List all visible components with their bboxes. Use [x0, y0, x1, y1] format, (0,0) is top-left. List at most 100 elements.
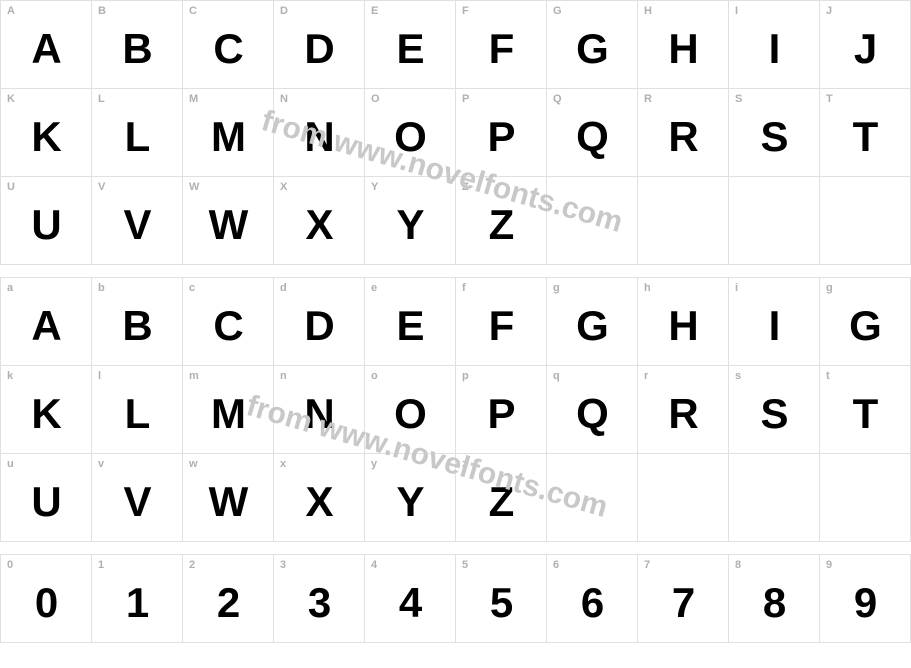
- glyph: T: [853, 116, 878, 158]
- key-label: g: [826, 282, 833, 294]
- key-label: 8: [735, 559, 741, 571]
- key-label: o: [371, 370, 378, 382]
- glyph: U: [31, 204, 60, 246]
- glyph-cell: dD: [274, 278, 365, 366]
- key-label: 5: [462, 559, 468, 571]
- key-label: m: [189, 370, 199, 382]
- glyph-cell: SS: [729, 89, 820, 177]
- glyph: W: [209, 481, 248, 523]
- glyph-cell: MM: [183, 89, 274, 177]
- glyph: J: [854, 28, 876, 70]
- glyph-cell: uU: [1, 454, 92, 542]
- glyph-cell: JJ: [820, 1, 911, 89]
- key-label: i: [735, 282, 738, 294]
- glyph-cell: YY: [365, 177, 456, 265]
- key-label: d: [280, 282, 287, 294]
- glyph-cell: XX: [274, 177, 365, 265]
- glyph: X: [305, 481, 332, 523]
- empty-cell: [638, 454, 729, 542]
- key-label: t: [826, 370, 830, 382]
- glyph: A: [31, 305, 60, 347]
- glyph-cell: cC: [183, 278, 274, 366]
- glyph-cell: zZ: [456, 454, 547, 542]
- key-label: C: [189, 5, 197, 17]
- glyph-cell: UU: [1, 177, 92, 265]
- glyph-cell: aA: [1, 278, 92, 366]
- glyph-cell: CC: [183, 1, 274, 89]
- key-label: q: [553, 370, 560, 382]
- glyph: L: [125, 393, 150, 435]
- glyph: K: [31, 393, 60, 435]
- glyph-cell: tT: [820, 366, 911, 454]
- glyph: 2: [217, 582, 239, 624]
- glyph-cell: BB: [92, 1, 183, 89]
- font-charmap: AABBCCDDEEFFGGHHIIJJKKLLMMNNOOPPQQRRSSTT…: [0, 0, 911, 643]
- key-label: U: [7, 181, 15, 193]
- key-label: u: [7, 458, 14, 470]
- key-label: 1: [98, 559, 104, 571]
- glyph-cell: OO: [365, 89, 456, 177]
- glyph-cell: 88: [729, 555, 820, 643]
- glyph: N: [304, 116, 333, 158]
- glyph-cell: 99: [820, 555, 911, 643]
- glyph: C: [213, 28, 242, 70]
- key-label: I: [735, 5, 738, 17]
- glyph: P: [487, 393, 514, 435]
- key-label: g: [553, 282, 560, 294]
- glyph: I: [769, 28, 780, 70]
- key-label: H: [644, 5, 652, 17]
- key-label: k: [7, 370, 13, 382]
- glyph-cell: ZZ: [456, 177, 547, 265]
- glyph: S: [760, 393, 787, 435]
- glyph: W: [209, 204, 248, 246]
- glyph: U: [31, 481, 60, 523]
- key-label: K: [7, 93, 15, 105]
- empty-cell: [729, 454, 820, 542]
- glyph: Y: [396, 481, 423, 523]
- glyph: P: [487, 116, 514, 158]
- glyph-cell: vV: [92, 454, 183, 542]
- empty-cell: [820, 454, 911, 542]
- glyph-cell: qQ: [547, 366, 638, 454]
- glyph: N: [304, 393, 333, 435]
- glyph: S: [760, 116, 787, 158]
- glyph: H: [668, 305, 697, 347]
- glyph-cell: 77: [638, 555, 729, 643]
- glyph-cell: EE: [365, 1, 456, 89]
- key-label: v: [98, 458, 104, 470]
- key-label: f: [462, 282, 466, 294]
- key-label: s: [735, 370, 741, 382]
- glyph: M: [211, 393, 245, 435]
- glyph: X: [305, 204, 332, 246]
- glyph: G: [576, 305, 608, 347]
- glyph-cell: mM: [183, 366, 274, 454]
- glyph: Q: [576, 116, 608, 158]
- glyph-cell: nN: [274, 366, 365, 454]
- glyph-cell: 55: [456, 555, 547, 643]
- glyph-cell: RR: [638, 89, 729, 177]
- glyph: I: [769, 305, 780, 347]
- glyph-cell: GG: [547, 1, 638, 89]
- key-label: O: [371, 93, 380, 105]
- key-label: A: [7, 5, 15, 17]
- glyph-cell: 22: [183, 555, 274, 643]
- glyph: 3: [308, 582, 330, 624]
- key-label: W: [189, 181, 199, 193]
- glyph-cell: WW: [183, 177, 274, 265]
- key-label: 0: [7, 559, 13, 571]
- glyph-cell: DD: [274, 1, 365, 89]
- glyph-cell: yY: [365, 454, 456, 542]
- glyph: G: [576, 28, 608, 70]
- glyph-cell: hH: [638, 278, 729, 366]
- glyph: Y: [396, 204, 423, 246]
- glyph: 9: [854, 582, 876, 624]
- key-label: E: [371, 5, 378, 17]
- glyph: 7: [672, 582, 694, 624]
- glyph: 0: [35, 582, 57, 624]
- key-label: 4: [371, 559, 377, 571]
- charmap-grid-1: aAbBcCdDeEfFgGhHiIgGkKlLmMnNoOpPqQrRsStT…: [0, 277, 911, 542]
- key-label: z: [462, 458, 468, 470]
- glyph: C: [213, 305, 242, 347]
- charmap-grid-2: 00112233445566778899: [0, 554, 911, 643]
- key-label: y: [371, 458, 377, 470]
